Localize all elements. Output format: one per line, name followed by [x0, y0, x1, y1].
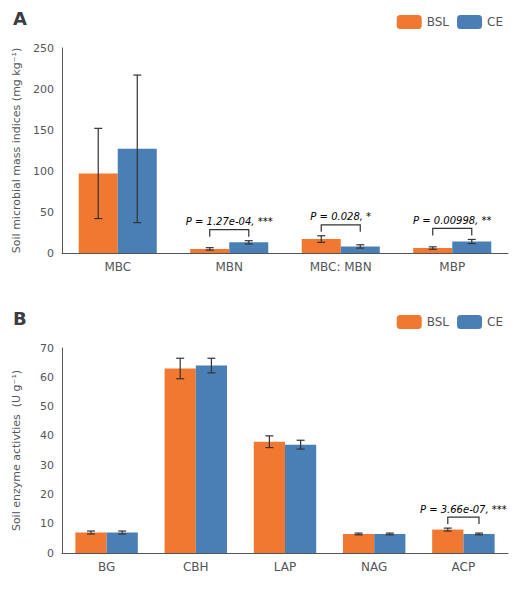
svg-text:20: 20 — [40, 488, 54, 501]
svg-text:MBC: MBC — [104, 260, 131, 274]
svg-text:P = 0.00998, **: P = 0.00998, ** — [413, 215, 491, 226]
svg-text:50: 50 — [40, 206, 54, 219]
svg-text:P = 3.66e-07, ***: P = 3.66e-07, *** — [420, 504, 507, 515]
svg-text:Soil microbial mass indices (m: Soil microbial mass indices (mg kg⁻¹) — [10, 48, 23, 253]
svg-text:50: 50 — [40, 400, 54, 413]
svg-text:CE: CE — [487, 15, 503, 29]
svg-text:MBP: MBP — [439, 260, 465, 274]
svg-text:NAG: NAG — [361, 560, 387, 574]
svg-text:A: A — [13, 8, 27, 29]
svg-text:ACP: ACP — [452, 560, 476, 574]
svg-text:Soil enzyme activties (U g⁻¹): Soil enzyme activties (U g⁻¹) — [10, 370, 23, 531]
svg-text:60: 60 — [40, 371, 54, 384]
svg-text:BSL: BSL — [427, 315, 450, 329]
svg-text:10: 10 — [40, 517, 54, 530]
svg-text:B: B — [13, 308, 27, 329]
svg-text:70: 70 — [40, 342, 54, 355]
svg-text:0: 0 — [47, 547, 54, 560]
svg-text:0: 0 — [47, 247, 54, 260]
svg-text:CE: CE — [487, 315, 503, 329]
svg-text:BG: BG — [98, 560, 115, 574]
svg-text:LAP: LAP — [274, 560, 296, 574]
svg-text:100: 100 — [33, 165, 54, 178]
svg-text:30: 30 — [40, 459, 54, 472]
svg-text:P = 1.27e-04, ***: P = 1.27e-04, *** — [186, 216, 273, 227]
svg-text:40: 40 — [40, 429, 54, 442]
svg-text:CBH: CBH — [183, 560, 209, 574]
svg-text:200: 200 — [33, 83, 54, 96]
svg-text:250: 250 — [33, 42, 54, 55]
svg-text:MBN: MBN — [215, 260, 243, 274]
svg-text:BSL: BSL — [427, 15, 450, 29]
svg-text:P = 0.028, *: P = 0.028, * — [310, 211, 371, 222]
svg-text:MBC: MBN: MBC: MBN — [310, 260, 372, 274]
svg-text:150: 150 — [33, 124, 54, 137]
